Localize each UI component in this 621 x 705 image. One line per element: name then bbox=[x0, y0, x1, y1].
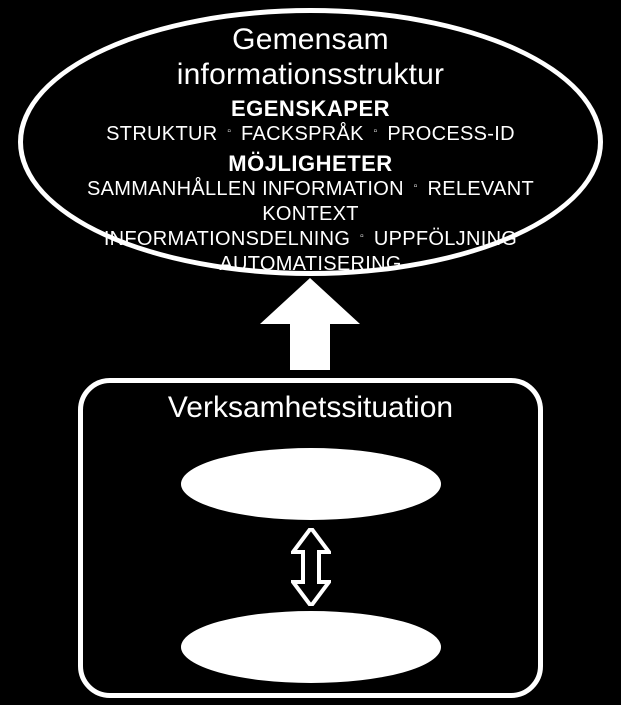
row-2: SAMMANHÅLLEN INFORMATION ▫ RELEVANT KONT… bbox=[43, 177, 578, 227]
separator-icon: ▫ bbox=[410, 181, 422, 194]
row3-item-1: UPPFÖLJNING bbox=[374, 228, 517, 250]
row1-item-2: PROCESS-ID bbox=[387, 123, 514, 145]
top-ellipse-content: Gemensam informationsstruktur EGENSKAPER… bbox=[23, 23, 598, 277]
title-line-2: informationsstruktur bbox=[43, 58, 578, 93]
separator-icon: ▫ bbox=[356, 231, 368, 244]
heading-mojligheter: MÖJLIGHETER bbox=[43, 151, 578, 177]
row-3: INFORMATIONSDELNING ▫ UPPFÖLJNING bbox=[43, 227, 578, 252]
arrow-up-icon bbox=[260, 278, 360, 370]
bottom-box-title: Verksamhetssituation bbox=[83, 391, 538, 425]
row1-item-1: FACKSPRÅK bbox=[241, 123, 364, 145]
row-4: AUTOMATISERING bbox=[43, 252, 578, 277]
bottom-box: Verksamhetssituation bbox=[78, 378, 543, 698]
heading-egenskaper: EGENSKAPER bbox=[43, 96, 578, 122]
separator-icon: ▫ bbox=[223, 126, 235, 139]
row2-item-0: SAMMANHÅLLEN INFORMATION bbox=[87, 178, 404, 200]
double-arrow-icon bbox=[291, 528, 331, 606]
row4-item-0: AUTOMATISERING bbox=[219, 253, 401, 275]
title-line-1: Gemensam bbox=[43, 23, 578, 58]
row3-item-0: INFORMATIONSDELNING bbox=[104, 228, 350, 250]
separator-icon: ▫ bbox=[370, 126, 382, 139]
row-1: STRUKTUR ▫ FACKSPRÅK ▫ PROCESS-ID bbox=[43, 122, 578, 147]
small-ellipse-2 bbox=[181, 611, 441, 683]
row1-item-0: STRUKTUR bbox=[106, 123, 217, 145]
top-ellipse: Gemensam informationsstruktur EGENSKAPER… bbox=[18, 8, 603, 276]
small-ellipse-1 bbox=[181, 448, 441, 520]
